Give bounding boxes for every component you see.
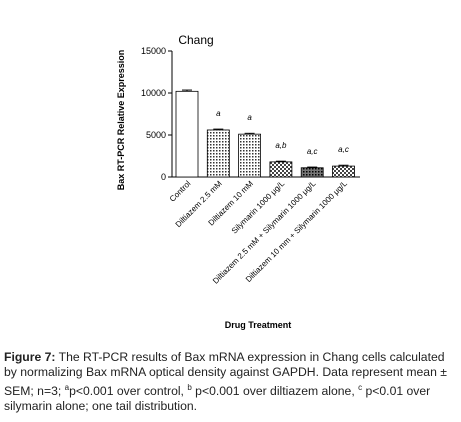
annotation: a [247,113,252,122]
y-tick-label: 10000 [141,88,166,98]
bar [206,129,230,178]
caption-text: p<0.001 over control, [69,384,188,399]
caption-label: Figure 7: [4,350,56,364]
chart: Chang Bax RT-PCR Relative Expression Dru… [116,33,360,330]
y-axis-label: Bax RT-PCR Relative Expression [116,50,126,191]
y-tick-label: 5000 [146,130,166,140]
caption-sup: b [187,383,192,392]
bar [332,165,355,178]
caption-text: The RT-PCR results of Bax mRNA expressio… [4,350,447,399]
annotation: a,c [307,147,318,156]
caption-sup: c [358,383,363,392]
bar [300,167,324,178]
caption-text: p<0.01 over silymarin alone; one tail di… [4,384,431,414]
bar [238,133,262,178]
x-axis-label: Drug Treatment [225,320,292,330]
x-tick-label: Silymarin 1000 μg/L [230,179,287,236]
caption-text: p<0.001 over diltiazem alone, [191,384,359,399]
x-tick-label: Control [168,179,193,204]
bar [175,90,199,178]
chart-title: Chang [178,33,213,47]
y-tick-label: 0 [161,172,166,182]
caption-sup: a [64,383,70,392]
caption: Figure 7: The RT-PCR results of Bax mRNA… [4,350,459,414]
annotation: a [216,109,221,118]
annotation: a,b [275,141,287,150]
y-tick-label: 15000 [141,46,166,56]
bar [269,161,293,178]
annotation: a,c [338,145,349,154]
